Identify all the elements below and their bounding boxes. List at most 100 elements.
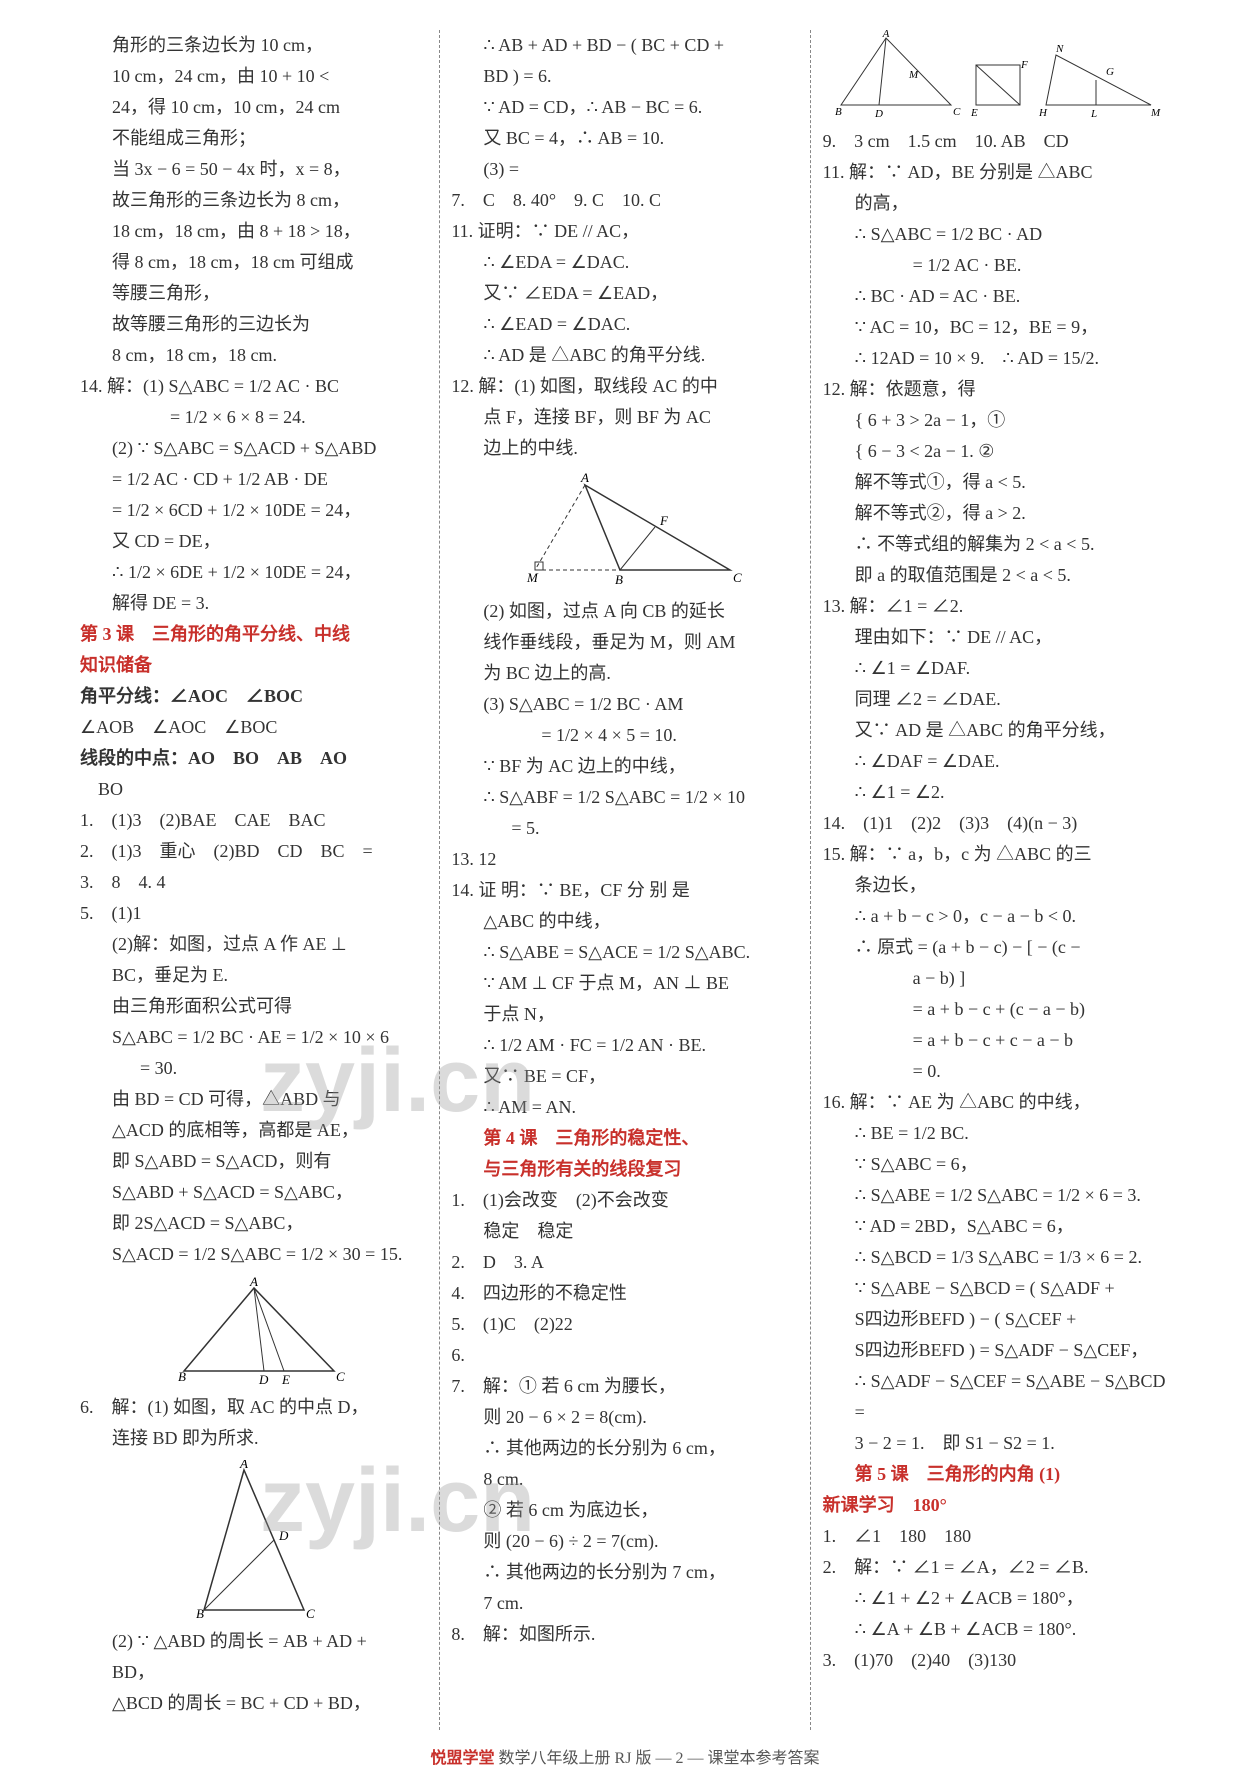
section5-title: 第 5 课 三角形的内角 (1) xyxy=(823,1459,1170,1490)
t: ∠AOB ∠AOC ∠BOC xyxy=(80,712,427,743)
t: 11. 证明：∵ DE // AC， xyxy=(451,216,798,247)
t: S△ABD + S△ACD = S△ABC， xyxy=(80,1177,427,1208)
t: (2)解：如图，过点 A 作 AE ⊥ xyxy=(80,929,427,960)
t: 2. 解：∵ ∠1 = ∠A，∠2 = ∠B. xyxy=(823,1552,1170,1583)
t: 即 2S△ACD = S△ABC， xyxy=(80,1208,427,1239)
t: ∴ S△ABC = 1/2 BC · AD xyxy=(823,219,1170,250)
t: 又 CD = DE， xyxy=(80,526,427,557)
t: = 0. xyxy=(823,1056,1170,1087)
t: ∴ BE = 1/2 BC. xyxy=(823,1118,1170,1149)
t: (3) S△ABC = 1/2 BC · AM xyxy=(451,689,798,720)
t: 于点 N， xyxy=(451,999,798,1030)
svg-text:C: C xyxy=(733,570,742,585)
t: (2) 如图，过点 A 向 CB 的延长 xyxy=(451,596,798,627)
svg-text:A: A xyxy=(580,470,589,485)
section4-title-b: 与三角形有关的线段复习 xyxy=(451,1154,798,1185)
t: 为 BC 边上的高. xyxy=(451,658,798,689)
t: 4. 四边形的不稳定性 xyxy=(451,1278,798,1309)
t: 14. (1)1 (2)2 (3)3 (4)(n − 3) xyxy=(823,808,1170,839)
svg-text:C: C xyxy=(336,1369,345,1384)
t: 12. 解：依题意，得 xyxy=(823,374,1170,405)
svg-text:E: E xyxy=(970,107,978,119)
t: ∴ 原式 = (a + b − c) − [ − (c − xyxy=(823,932,1170,963)
svg-text:B: B xyxy=(196,1606,204,1620)
t: ∵ AD = 2BD，S△ABC = 6， xyxy=(823,1211,1170,1242)
svg-text:E: E xyxy=(281,1372,290,1386)
t: 12. 解：(1) 如图，取线段 AC 的中 xyxy=(451,371,798,402)
t: 3 − 2 = 1. 即 S1 − S2 = 1. xyxy=(823,1428,1170,1459)
t: ∴ AB + AD + BD − ( BC + CD + xyxy=(451,30,798,61)
t: 5. (1)C (2)22 xyxy=(451,1309,798,1340)
t: S四边形BEFD ) − ( S△CEF + xyxy=(823,1304,1170,1335)
t: ∴ ∠EAD = ∠DAC. xyxy=(451,309,798,340)
t: ② 若 6 cm 为底边长， xyxy=(451,1495,798,1526)
t: = 1/2 × 6 × 8 = 24. xyxy=(80,402,427,433)
t: BD ) = 6. xyxy=(451,61,798,92)
t: = 30. xyxy=(80,1053,427,1084)
t: 点 F，连接 BF，则 BF 为 AC xyxy=(451,402,798,433)
t: 7. C 8. 40° 9. C 10. C xyxy=(451,185,798,216)
section4-title-a: 第 4 课 三角形的稳定性、 xyxy=(451,1123,798,1154)
t: 又∵ AD 是 △ABC 的角平分线， xyxy=(823,715,1170,746)
t: ∴ 其他两边的长分别为 6 cm， xyxy=(451,1433,798,1464)
t: 8. 解：如图所示. xyxy=(451,1619,798,1650)
t: ∵ BF 为 AC 边上的中线， xyxy=(451,751,798,782)
t: 24，得 10 cm，10 cm，24 cm xyxy=(80,92,427,123)
t: 线作垂线段，垂足为 M，则 AM xyxy=(451,627,798,658)
t: ∴ ∠DAF = ∠DAE. xyxy=(823,746,1170,777)
triangle-fig-4: A M B D C F E N G H L M xyxy=(831,30,1161,120)
t: △ACD 的底相等，高都是 AE， xyxy=(80,1115,427,1146)
t: ∵ AM ⊥ CF 于点 M，AN ⊥ BE xyxy=(451,968,798,999)
t: 18 cm，18 cm，由 8 + 18 > 18， xyxy=(80,216,427,247)
q14: 14. 解：(1) S△ABC = 1/2 AC · BC xyxy=(80,371,427,402)
t: ∴ 12AD = 10 × 9. ∴ AD = 15/2. xyxy=(823,343,1170,374)
t: 又 BC = 4，∴ AB = 10. xyxy=(451,123,798,154)
t: 不能组成三角形； xyxy=(80,123,427,154)
t: 2. D 3. A xyxy=(451,1247,798,1278)
t: ∴ ∠1 + ∠2 + ∠ACB = 180°， xyxy=(823,1583,1170,1614)
triangle-fig-3: A F M B C xyxy=(505,470,745,590)
footer-text: 数学八年级上册 RJ 版 — 2 — 课堂本参考答案 xyxy=(499,1750,820,1767)
t: 又∵ ∠EDA = ∠EAD， xyxy=(451,278,798,309)
t: 14. 证 明：∵ BE，CF 分 别 是 xyxy=(451,875,798,906)
triangle-fig-2: A D B C xyxy=(174,1460,334,1620)
svg-text:B: B xyxy=(835,106,842,118)
svg-text:D: D xyxy=(874,108,883,120)
t: 同理 ∠2 = ∠DAE. xyxy=(823,684,1170,715)
t: △BCD 的周长 = BC + CD + BD， xyxy=(80,1688,427,1719)
t: ∴ a + b − c > 0，c − a − b < 0. xyxy=(823,901,1170,932)
svg-text:M: M xyxy=(526,570,539,585)
t: (2) ∵ S△ABC = S△ACD + S△ABD xyxy=(80,433,427,464)
t: ∴ ∠1 = ∠DAF. xyxy=(823,653,1170,684)
t: 1. (1)会改变 (2)不会改变 xyxy=(451,1185,798,1216)
zhishi-chubei: 知识储备 xyxy=(80,650,427,681)
t: 11. 解：∵ AD，BE 分别是 △ABC xyxy=(823,157,1170,188)
t: 解得 DE = 3. xyxy=(80,588,427,619)
t: ∴ AM = AN. xyxy=(451,1092,798,1123)
t: 16. 解：∵ AE 为 △ABC 的中线， xyxy=(823,1087,1170,1118)
t: S△ACD = 1/2 S△ABC = 1/2 × 30 = 15. xyxy=(80,1239,427,1270)
t: 角平分线：∠AOC ∠BOC xyxy=(80,681,427,712)
t: 稳定 稳定 xyxy=(451,1216,798,1247)
t: 故等腰三角形的三边长为 xyxy=(80,309,427,340)
t: 13. 解：∠1 = ∠2. xyxy=(823,591,1170,622)
t: ∴ S△ABE = S△ACE = 1/2 S△ABC. xyxy=(451,937,798,968)
t: 的高， xyxy=(823,188,1170,219)
svg-text:A: A xyxy=(249,1276,258,1289)
t: 故三角形的三条边长为 8 cm， xyxy=(80,185,427,216)
svg-text:A: A xyxy=(882,30,890,40)
t: 15. 解：∵ a，b，c 为 △ABC 的三 xyxy=(823,839,1170,870)
t: ∵ AC = 10，BC = 12，BE = 9， xyxy=(823,312,1170,343)
t: 1. (1)3 (2)BAE CAE BAC xyxy=(80,805,427,836)
t: △ABC 的中线， xyxy=(451,906,798,937)
t: = 1/2 × 6CD + 1/2 × 10DE = 24， xyxy=(80,495,427,526)
svg-text:B: B xyxy=(615,572,623,587)
t: ∴ 不等式组的解集为 2 < a < 5. xyxy=(823,529,1170,560)
t: 即 a 的取值范围是 2 < a < 5. xyxy=(823,560,1170,591)
t: 边上的中线. xyxy=(451,433,798,464)
t: ∴ S△ABE = 1/2 S△ABC = 1/2 × 6 = 3. xyxy=(823,1180,1170,1211)
t: ∵ AD = CD，∴ AB − BC = 6. xyxy=(451,92,798,123)
svg-text:M: M xyxy=(908,69,919,81)
t: 由三角形面积公式可得 xyxy=(80,991,427,1022)
t: = 1/2 AC · BE. xyxy=(823,250,1170,281)
